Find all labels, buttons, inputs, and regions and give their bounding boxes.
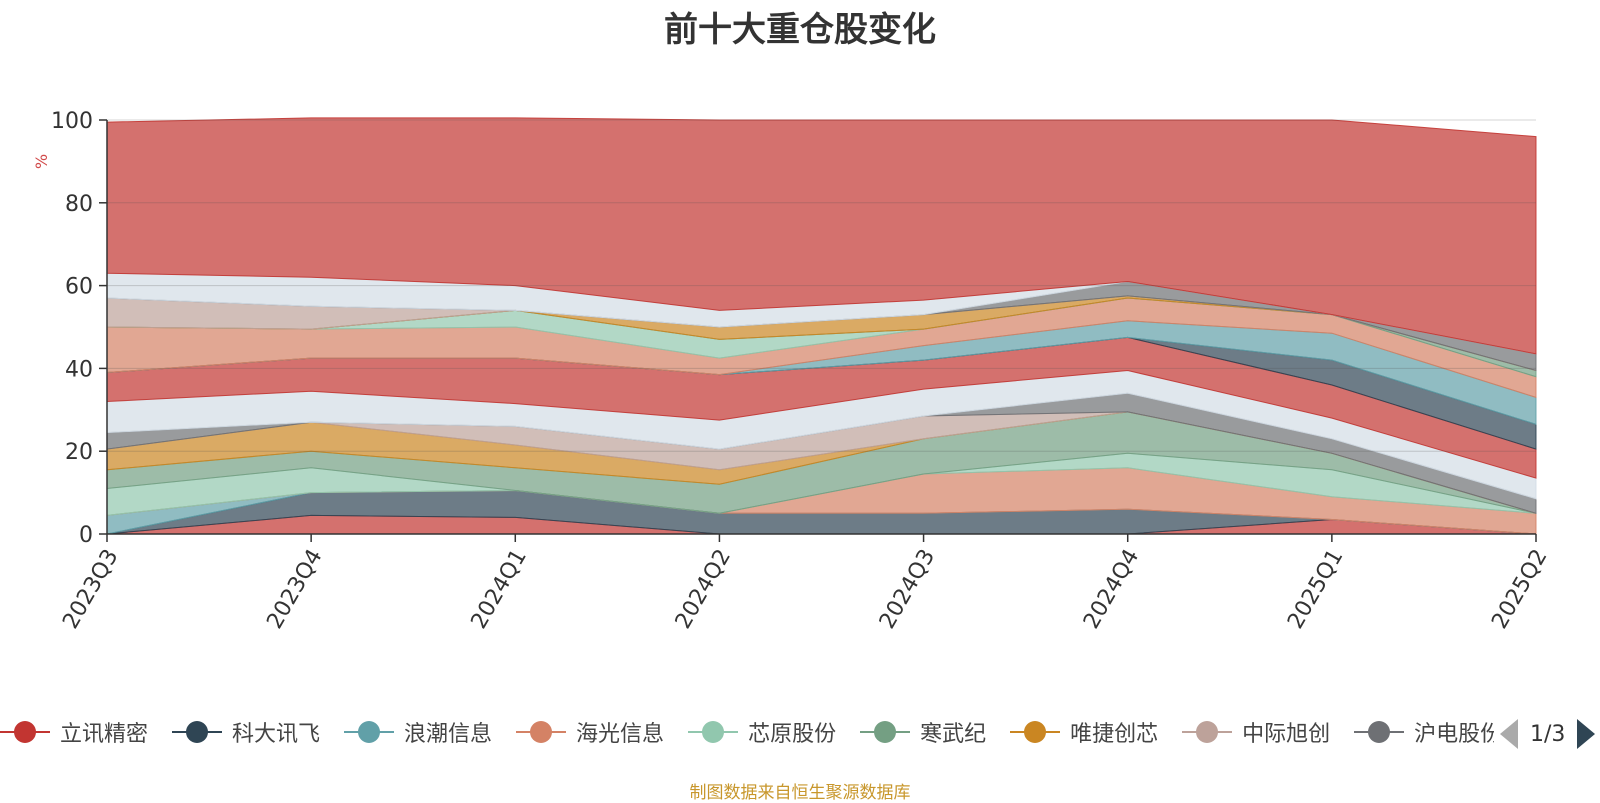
legend-marker-icon <box>860 720 911 744</box>
legend-label: 浪潮信息 <box>404 722 493 747</box>
legend-marker-icon <box>1182 720 1233 744</box>
legend-pager: 1/3 <box>1500 716 1596 752</box>
legend-label: 唯捷创芯 <box>1070 722 1159 747</box>
chart-title: 前十大重仓股变化 <box>664 10 936 50</box>
x-tick-label: 2025Q2 <box>1487 545 1552 633</box>
y-tick-label: 40 <box>65 357 93 382</box>
legend-label: 立讯精密 <box>60 722 149 747</box>
legend-next-page-icon[interactable] <box>1577 719 1596 749</box>
x-tick-label: 2023Q4 <box>262 545 327 633</box>
legend-item[interactable]: 立讯精密 <box>0 712 148 752</box>
stacked-area-chart: 0 20 40 60 80 100 2023Q3 2023Q4 2024Q1 2024Q2 2024… <box>51 109 1553 633</box>
y-tick-label: 20 <box>65 440 93 465</box>
legend-item[interactable]: 寒武纪 <box>860 712 986 752</box>
legend-marker-icon <box>688 720 739 744</box>
y-tick-label: 100 <box>51 109 93 134</box>
legend-marker-icon <box>344 720 395 744</box>
x-tick-label: 2025Q1 <box>1283 545 1348 633</box>
legend-label: 沪电股份 <box>1414 722 1494 747</box>
legend-marker-icon <box>172 720 223 744</box>
y-tick-label: 60 <box>65 275 93 300</box>
x-tick-label: 2024Q4 <box>1079 545 1144 633</box>
legend-label: 中际旭创 <box>1242 722 1331 747</box>
source-footnote: 制图数据来自恒生聚源数据库 <box>689 783 911 803</box>
legend-marker-icon <box>0 720 50 744</box>
y-tick-label: 0 <box>79 523 93 548</box>
legend-label: 科大讯飞 <box>232 722 321 747</box>
x-tick-label: 2024Q3 <box>875 545 940 633</box>
y-tick-label: 80 <box>65 192 93 217</box>
legend-item[interactable]: 中际旭创 <box>1182 712 1330 752</box>
legend-marker-icon <box>1010 720 1061 744</box>
legend-label: 海光信息 <box>576 722 665 747</box>
legend-label: 寒武纪 <box>920 722 987 747</box>
area-layers <box>106 117 1537 535</box>
legend-marker-icon <box>516 720 567 744</box>
legend-item[interactable]: 芯原股份 <box>688 712 836 752</box>
legend: 立讯精密 科大讯飞 浪潮信息 海光信息 芯原股份 寒武纪 唯捷创芯 中际旭创 沪电股份 <box>0 712 1494 752</box>
legend-item[interactable]: 科大讯飞 <box>172 712 320 752</box>
x-tick-label: 2024Q2 <box>671 545 736 633</box>
x-tick-label: 2024Q1 <box>467 545 532 633</box>
legend-item[interactable]: 浪潮信息 <box>344 712 492 752</box>
legend-marker-icon <box>1354 720 1405 744</box>
area-layer-21 <box>106 117 1537 355</box>
x-tick-label: 2023Q3 <box>58 545 123 633</box>
legend-page-indicator: 1/3 <box>1530 721 1566 747</box>
legend-prev-page-icon[interactable] <box>1500 719 1518 749</box>
legend-item[interactable]: 沪电股份 <box>1354 712 1494 752</box>
legend-item[interactable]: 海光信息 <box>516 712 664 752</box>
legend-label: 芯原股份 <box>748 722 837 747</box>
legend-item[interactable]: 唯捷创芯 <box>1010 712 1158 752</box>
